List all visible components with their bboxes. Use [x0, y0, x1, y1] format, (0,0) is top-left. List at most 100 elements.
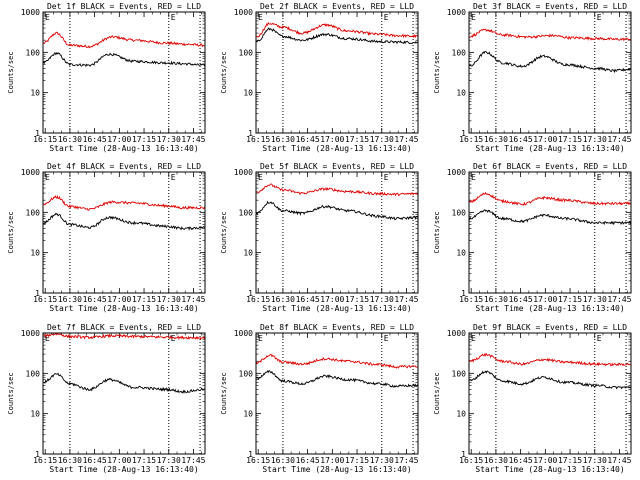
plot-frame [468, 332, 632, 455]
x-tick-label: 16:45 [296, 456, 320, 465]
y-tick-label: 1000 [21, 329, 40, 338]
x-tick-label: 16:15 [459, 295, 483, 304]
x-tick-label: 17:00 [320, 456, 344, 465]
marker-label-right: E [171, 334, 176, 343]
marker-label-left: E [471, 13, 476, 22]
y-axis-title: Counts/sec [433, 372, 441, 414]
y-tick-label: 100 [26, 48, 41, 57]
y-tick-label: 1000 [21, 168, 40, 177]
x-tick-label: 17:30 [157, 135, 181, 144]
y-tick-label: 1000 [447, 168, 466, 177]
y-tick-label: 1 [461, 129, 466, 138]
x-tick-label: 17:30 [583, 456, 607, 465]
series-lld-line [469, 28, 631, 42]
marker-label-left: E [258, 13, 263, 22]
y-tick-label: 10 [456, 249, 466, 258]
panel-title: Det 5f BLACK = Events, RED = LLD [260, 162, 414, 171]
marker-label-right: E [597, 13, 602, 22]
x-tick-label: 17:30 [370, 295, 394, 304]
x-tick-label: 16:45 [83, 135, 107, 144]
x-axis-title: Start Time (28-Aug-13 16:13:40) [49, 465, 198, 474]
panel-title: Det 4f BLACK = Events, RED = LLD [47, 162, 201, 171]
y-axis-title: Counts/sec [220, 51, 228, 93]
series-events-line [469, 209, 631, 226]
y-tick-label: 1000 [234, 168, 253, 177]
x-tick-label: 17:15 [345, 135, 369, 144]
x-tick-label: 17:45 [181, 135, 205, 144]
x-tick-label: 17:15 [345, 456, 369, 465]
y-tick-label: 1 [461, 450, 466, 459]
series-lld-line [256, 183, 418, 197]
x-tick-label: 16:15 [33, 456, 57, 465]
x-tick-label: 16:15 [459, 135, 483, 144]
x-tick-label: 16:30 [484, 135, 508, 144]
x-tick-label: 17:15 [558, 295, 582, 304]
x-axis-title: Start Time (28-Aug-13 16:13:40) [475, 144, 624, 153]
y-tick-label: 100 [26, 208, 41, 217]
x-tick-label: 17:15 [132, 295, 156, 304]
y-tick-label: 100 [239, 369, 254, 378]
x-tick-label: 17:30 [157, 456, 181, 465]
x-tick-label: 17:30 [370, 135, 394, 144]
y-tick-label: 10 [456, 89, 466, 98]
panel-title: Det 2f BLACK = Events, RED = LLD [260, 2, 414, 11]
y-axis-title: Counts/sec [220, 372, 228, 414]
plot-frame [255, 332, 419, 455]
y-tick-label: 10 [30, 410, 40, 419]
x-tick-label: 16:30 [484, 456, 508, 465]
y-tick-label: 1000 [447, 8, 466, 17]
y-tick-label: 100 [239, 48, 254, 57]
y-tick-label: 1000 [447, 329, 466, 338]
y-axis-title: Counts/sec [7, 51, 15, 93]
y-tick-label: 1 [35, 289, 40, 298]
x-tick-label: 16:15 [246, 135, 270, 144]
x-tick-label: 16:30 [271, 135, 295, 144]
x-tick-label: 17:00 [533, 135, 557, 144]
panel-title: Det 7f BLACK = Events, RED = LLD [47, 323, 201, 332]
x-tick-label: 17:00 [320, 295, 344, 304]
x-axis-title: Start Time (28-Aug-13 16:13:40) [262, 304, 411, 313]
x-tick-label: 17:45 [607, 456, 631, 465]
marker-label-left: E [45, 334, 50, 343]
y-tick-label: 10 [243, 249, 253, 258]
x-tick-label: 16:15 [246, 295, 270, 304]
series-events-line [256, 370, 418, 388]
chart-panel-2: Det 2f BLACK = Events, RED = LLD 1 10 100 10… [220, 2, 419, 153]
series-events-line [43, 212, 205, 231]
marker-label-right: E [171, 13, 176, 22]
x-tick-label: 16:15 [33, 135, 57, 144]
x-axis-title: Start Time (28-Aug-13 16:13:40) [49, 144, 198, 153]
x-tick-label: 17:00 [107, 135, 131, 144]
x-tick-label: 17:45 [607, 135, 631, 144]
x-tick-label: 17:00 [533, 295, 557, 304]
x-tick-label: 17:30 [157, 295, 181, 304]
panel-title: Det 1f BLACK = Events, RED = LLD [47, 2, 201, 11]
series-events-line [43, 372, 205, 395]
x-tick-label: 17:30 [370, 456, 394, 465]
y-tick-label: 10 [30, 89, 40, 98]
series-lld-line [43, 194, 205, 211]
series-events-line [256, 200, 418, 221]
plot-frame [468, 171, 632, 294]
marker-label-left: E [258, 334, 263, 343]
x-tick-label: 17:15 [558, 135, 582, 144]
x-tick-label: 16:15 [246, 456, 270, 465]
y-tick-label: 100 [452, 369, 467, 378]
marker-label-right: E [597, 334, 602, 343]
y-tick-label: 100 [452, 208, 467, 217]
y-tick-label: 1 [248, 289, 253, 298]
x-axis-title: Start Time (28-Aug-13 16:13:40) [475, 465, 624, 474]
y-tick-label: 1 [248, 129, 253, 138]
x-axis-title: Start Time (28-Aug-13 16:13:40) [49, 304, 198, 313]
x-tick-label: 17:00 [533, 456, 557, 465]
series-events-line [256, 27, 418, 45]
chart-panel-5: Det 5f BLACK = Events, RED = LLD 1 10 100 10… [220, 162, 419, 313]
plot-frame [42, 11, 206, 134]
x-tick-label: 16:15 [459, 456, 483, 465]
y-tick-label: 10 [30, 249, 40, 258]
x-tick-label: 17:00 [320, 135, 344, 144]
x-tick-label: 16:30 [58, 456, 82, 465]
y-axis-title: Counts/sec [220, 211, 228, 253]
marker-label-right: E [384, 334, 389, 343]
x-tick-label: 16:30 [58, 135, 82, 144]
